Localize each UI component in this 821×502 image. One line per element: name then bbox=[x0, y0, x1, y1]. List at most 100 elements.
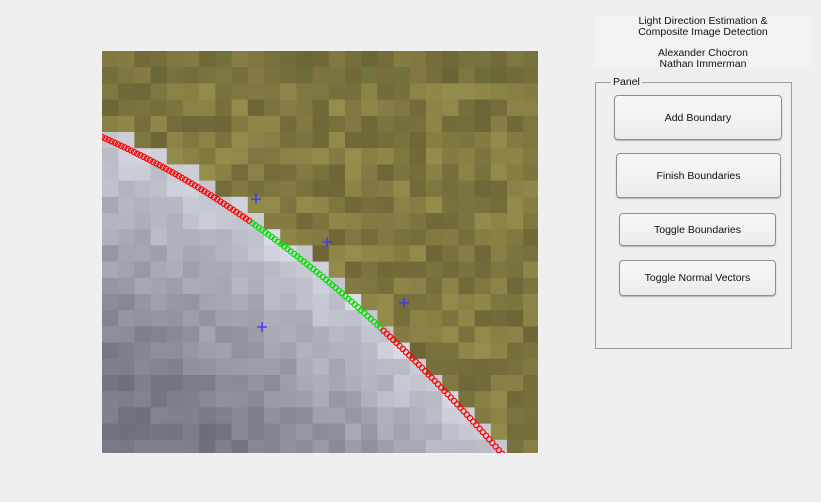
image-pixel bbox=[118, 375, 135, 392]
image-pixel bbox=[442, 213, 459, 230]
image-pixel bbox=[474, 164, 492, 182]
image-pixel bbox=[231, 310, 249, 327]
image-pixel bbox=[523, 99, 538, 117]
image-pixel bbox=[166, 326, 184, 344]
image-pixel bbox=[231, 391, 249, 408]
image-pixel bbox=[345, 115, 362, 133]
image-pixel bbox=[183, 180, 200, 198]
image-pixel bbox=[312, 342, 330, 360]
image-pixel bbox=[409, 148, 427, 165]
image-pixel bbox=[312, 180, 330, 198]
image-pixel bbox=[312, 115, 330, 133]
image-pixel bbox=[150, 148, 168, 165]
image-pixel bbox=[393, 277, 411, 295]
image-pixel bbox=[426, 99, 443, 117]
image-pixel bbox=[166, 423, 184, 441]
image-pixel bbox=[426, 439, 443, 453]
image-pixel bbox=[458, 423, 476, 441]
image-pixel bbox=[442, 99, 459, 117]
image-pixel bbox=[215, 51, 233, 68]
image-pixel bbox=[264, 294, 281, 311]
image-pixel bbox=[280, 326, 297, 344]
image-pixel bbox=[280, 294, 297, 311]
image-pixel bbox=[328, 245, 346, 263]
image-pixel bbox=[296, 294, 314, 311]
image-pixel bbox=[361, 423, 378, 441]
finish-boundaries-button[interactable]: Finish Boundaries bbox=[616, 153, 781, 198]
image-pixel bbox=[231, 439, 249, 453]
image-pixel bbox=[102, 326, 119, 344]
image-pixel bbox=[247, 67, 265, 84]
image-pixel bbox=[345, 277, 362, 295]
image-pixel bbox=[523, 196, 538, 214]
image-pixel bbox=[166, 407, 184, 425]
image-pixel bbox=[183, 407, 200, 425]
image-pixel bbox=[523, 358, 538, 376]
image-pixel bbox=[231, 342, 249, 360]
image-pixel bbox=[377, 99, 395, 117]
image-pixel bbox=[231, 407, 249, 425]
toggle-normal-vectors-button[interactable]: Toggle Normal Vectors bbox=[619, 260, 776, 296]
image-pixel bbox=[507, 310, 524, 327]
boundary-point bbox=[102, 135, 109, 142]
boundary-markers bbox=[251, 194, 409, 332]
image-pixel bbox=[183, 245, 200, 263]
boundary-point bbox=[114, 141, 122, 148]
image-pixel bbox=[296, 375, 314, 392]
image-pixel bbox=[134, 164, 152, 182]
image-pixel bbox=[247, 326, 265, 344]
image-canvas[interactable] bbox=[102, 51, 538, 453]
image-pixel bbox=[183, 326, 200, 344]
image-pixel bbox=[118, 277, 135, 295]
image-pixel bbox=[215, 245, 233, 263]
image-pixel bbox=[361, 67, 378, 84]
image-pixel bbox=[409, 67, 427, 84]
boundary-point bbox=[406, 352, 413, 359]
image-pixel bbox=[296, 115, 314, 133]
image-axes[interactable] bbox=[102, 51, 538, 453]
image-pixel bbox=[150, 115, 168, 133]
image-pixel bbox=[474, 132, 492, 149]
boundary-point bbox=[165, 167, 173, 174]
add-boundary-button[interactable]: Add Boundary bbox=[614, 95, 782, 140]
image-pixel bbox=[280, 164, 297, 182]
toggle-boundaries-button[interactable]: Toggle Boundaries bbox=[619, 213, 776, 246]
app-title: Light Direction Estimation & Composite I… bbox=[594, 16, 812, 70]
image-pixel bbox=[264, 115, 281, 133]
image-pixel bbox=[134, 51, 152, 68]
boundary-point bbox=[438, 384, 445, 391]
image-pixel bbox=[507, 213, 524, 230]
image-pixel bbox=[345, 148, 362, 165]
image-pixel bbox=[490, 99, 508, 117]
image-pixel bbox=[134, 213, 152, 230]
image-pixel bbox=[442, 294, 459, 311]
image-pixel bbox=[377, 213, 395, 230]
image-pixel bbox=[312, 67, 330, 84]
image-pixel bbox=[247, 180, 265, 198]
image-pixel bbox=[280, 423, 297, 441]
image-pixel bbox=[490, 277, 508, 295]
image-pixel bbox=[490, 213, 508, 230]
image-pixel bbox=[345, 375, 362, 392]
marker-plus bbox=[251, 194, 261, 204]
image-pixel bbox=[458, 196, 476, 214]
image-pixel bbox=[442, 196, 459, 214]
boundary-point bbox=[121, 144, 128, 151]
boundary-point bbox=[108, 138, 115, 145]
image-pixel bbox=[426, 164, 443, 182]
image-pixel bbox=[199, 423, 216, 441]
image-pixel bbox=[490, 407, 508, 425]
image-pixel bbox=[231, 375, 249, 392]
image-pixel bbox=[280, 439, 297, 453]
image-pixel bbox=[328, 326, 346, 344]
image-pixel bbox=[166, 148, 184, 165]
image-pixel bbox=[442, 310, 459, 327]
image-pixel bbox=[442, 132, 459, 149]
image-pixel bbox=[312, 423, 330, 441]
image-pixel bbox=[490, 148, 508, 165]
image-pixel bbox=[264, 164, 281, 182]
image-pixel bbox=[102, 423, 119, 441]
image-pixel bbox=[345, 83, 362, 101]
image-pixel bbox=[442, 83, 459, 101]
image-pixel bbox=[150, 67, 168, 84]
